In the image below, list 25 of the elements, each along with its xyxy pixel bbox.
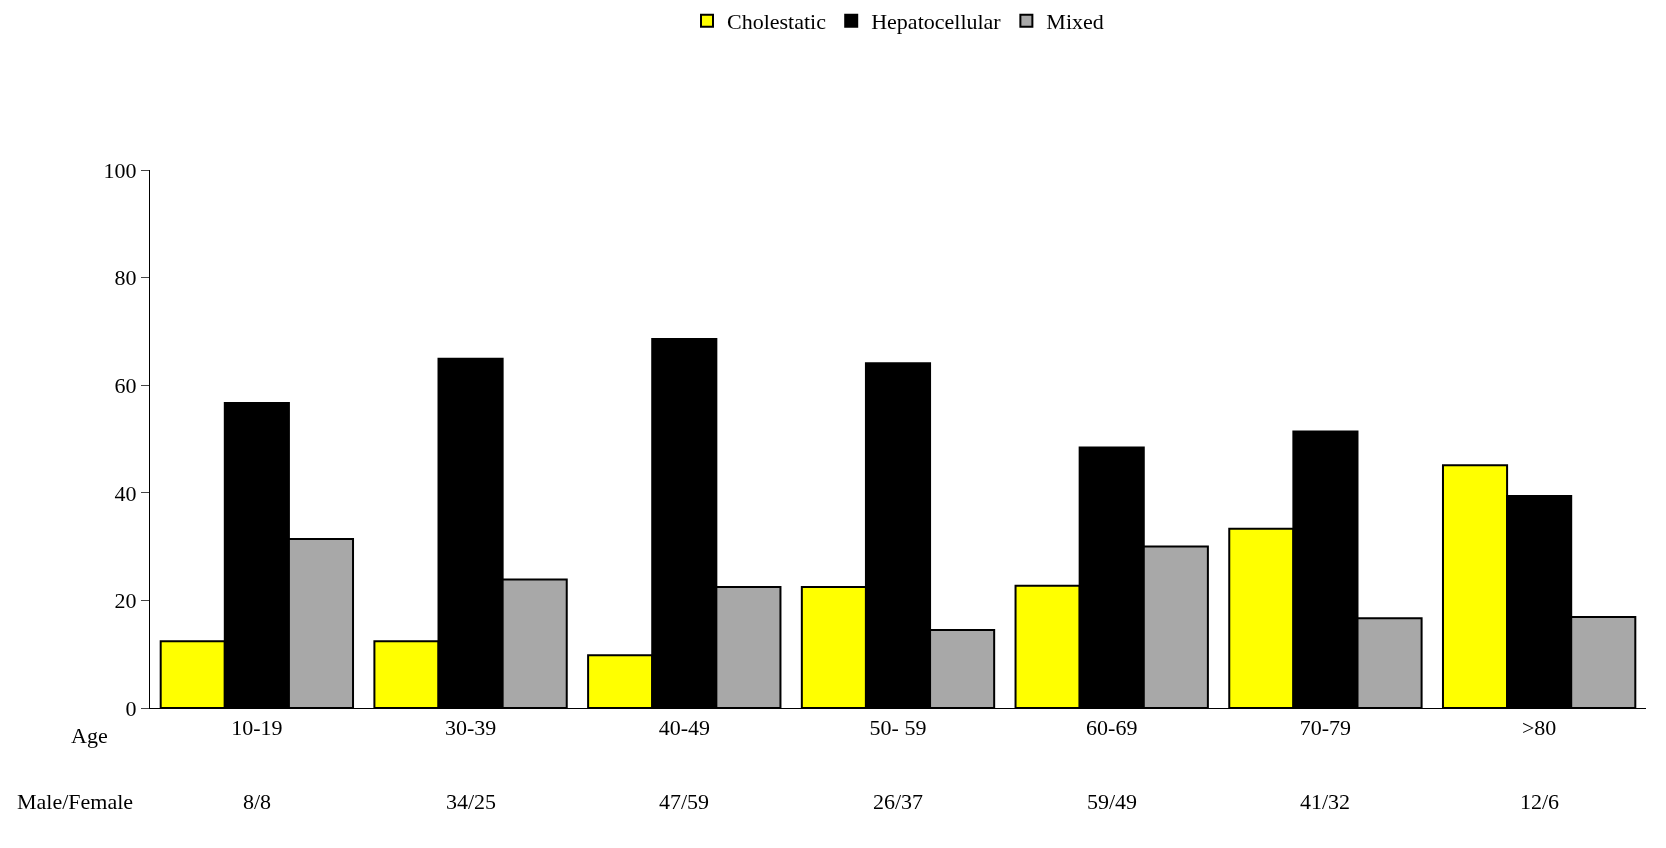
text: 47/59 [659, 789, 710, 814]
text: 8/8 [243, 789, 272, 814]
x-tick-label: 70-79 [1299, 715, 1352, 741]
text: 41/32 [1300, 789, 1351, 814]
y-tick-label: 100 [103, 157, 137, 183]
text: 34/25 [446, 789, 497, 814]
legend-label: Cholestatic [727, 9, 827, 35]
legend-label: Mixed [1046, 9, 1104, 35]
text: 26/37 [873, 789, 924, 814]
text: 59/49 [1087, 789, 1138, 814]
x-tick-label: 40-49 [658, 715, 710, 741]
x-tick-label: 60-69 [1086, 715, 1138, 741]
x-tick-label: >80 [1521, 715, 1557, 741]
x-tick-label: 10-19 [231, 715, 283, 741]
y-tick-label: 20 [114, 588, 137, 614]
y-tick-label: 0 [125, 695, 137, 721]
y-tick-label: 40 [114, 480, 137, 506]
text: 12/6 [1520, 789, 1560, 814]
text: Male/Female [17, 789, 134, 814]
y-tick-label: 80 [114, 265, 137, 291]
y-tick-label: 60 [114, 372, 137, 398]
x-tick-label: 50- 59 [869, 715, 927, 741]
x-tick-label: 30-39 [444, 715, 497, 741]
legend-label: Hepatocellular [871, 9, 1002, 35]
x-axis-title: Age [71, 723, 108, 748]
